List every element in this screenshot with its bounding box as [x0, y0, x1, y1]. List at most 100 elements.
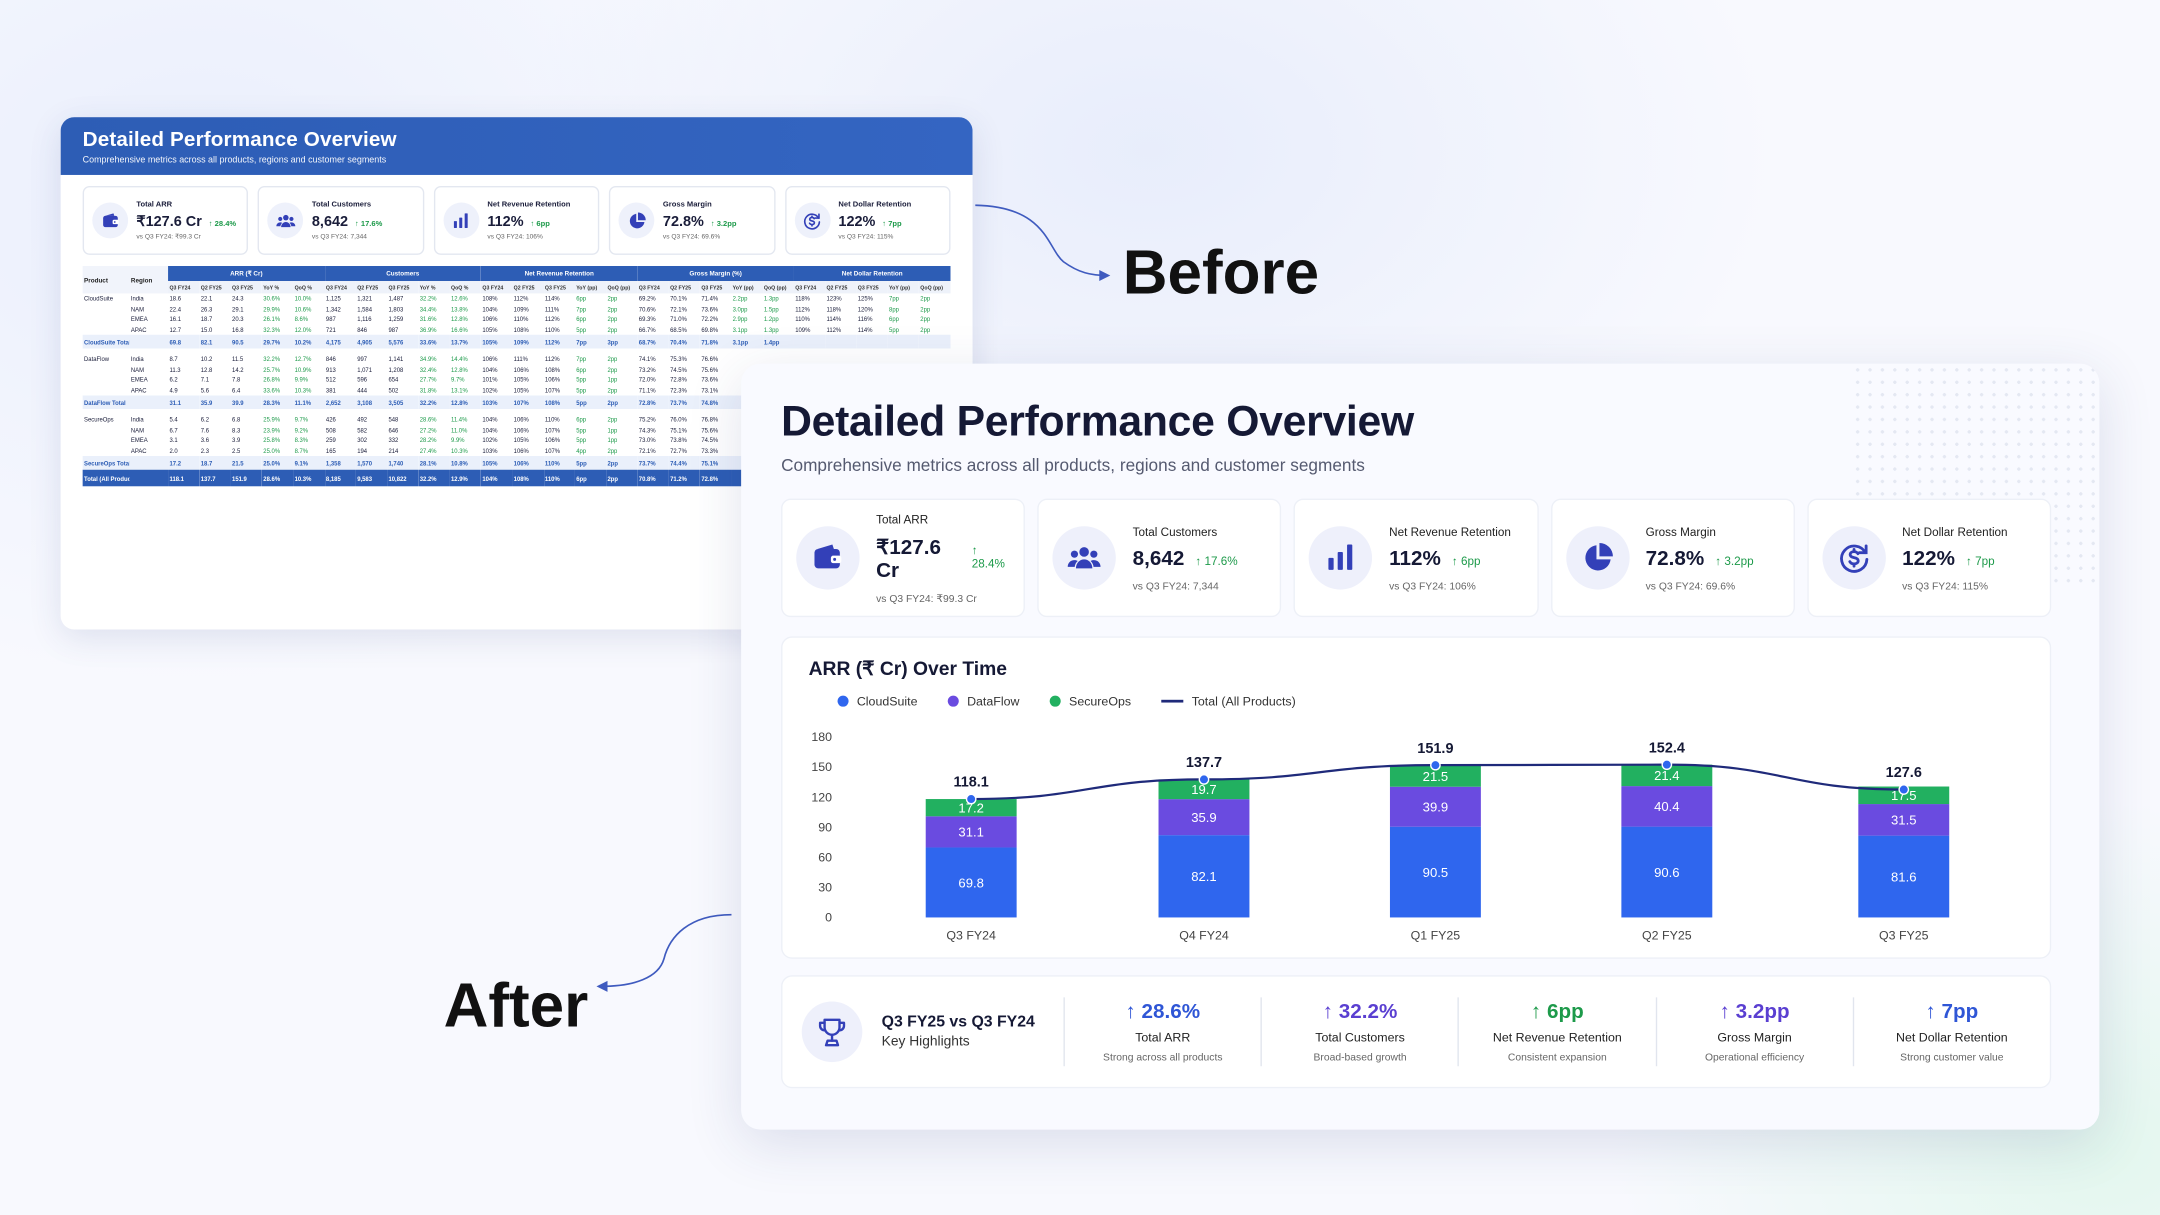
table-cell: 68.5%: [670, 326, 687, 334]
kpi-value: 112%: [487, 212, 524, 230]
cell-product: [83, 385, 130, 395]
table-cell: 16.1: [169, 315, 182, 323]
table-cell: 33.6%: [418, 334, 450, 349]
table-cell: 108%: [482, 295, 498, 303]
table-cell: 9.9%: [294, 376, 309, 384]
table-cell: 72.8%: [699, 469, 732, 487]
table-cell: 105%: [513, 437, 529, 444]
bar-value-label: 69.8: [958, 875, 983, 890]
chart-title: ARR (₹ Cr) Over Time: [808, 657, 1008, 680]
bar-segment: [1858, 786, 1950, 805]
table-cell: 75.6%: [701, 426, 719, 434]
bar-segment: [1621, 764, 1713, 787]
table-row: EMEA 3.1 3.6 3.9 25.8% 8.3% 259 302 332 28.2% 9.9%…: [83, 435, 951, 445]
legend-item: Total (All Products): [1161, 694, 1296, 708]
table-cell: 2.0: [169, 447, 178, 455]
table-cell: 5.6: [200, 386, 210, 394]
th-sub: Q3 FY24: [793, 281, 826, 294]
cell-region: [129, 395, 169, 410]
table-cell: 106%: [512, 455, 544, 470]
table-row: APAC 4.9 5.6 6.4 33.6% 10.3% 381 444 502 31.8% 13.…: [83, 385, 951, 395]
table-cell: 3.1: [169, 437, 178, 444]
th-region: Region: [129, 265, 169, 294]
table-cell: 1pp: [607, 437, 618, 444]
table-cell: [918, 334, 951, 349]
highlight-name: Total Customers: [1315, 1030, 1405, 1045]
table-cell: 82.1: [199, 334, 231, 349]
table-cell: 114%: [857, 326, 873, 334]
th-sub: QoQ (pp): [762, 281, 794, 294]
highlight-value: ↑ 32.2%: [1322, 1000, 1398, 1024]
cell-product: [83, 435, 130, 445]
table-cell: 104%: [482, 305, 498, 313]
table-cell: 3.9: [232, 437, 241, 444]
kpi-compare: vs Q3 FY24: 106%: [1389, 579, 1476, 592]
table-cell: 107%: [544, 386, 561, 394]
table-cell: 11.4%: [451, 416, 468, 424]
table-cell: 108%: [544, 366, 561, 373]
x-tick-label: Q3 FY25: [1879, 928, 1929, 942]
table-cell: 3.1pp: [732, 326, 748, 334]
table-cell: 987: [388, 326, 399, 334]
table-cell: 109%: [513, 305, 529, 313]
table-cell: 381: [325, 386, 336, 394]
table-cell: 12.9%: [449, 469, 482, 487]
table-cell: 2pp: [607, 416, 618, 424]
table-cell: 12.6%: [451, 295, 468, 303]
table-cell: 18.6: [169, 295, 182, 303]
table-cell: 70.1%: [670, 295, 687, 303]
bar-segment: [1158, 835, 1250, 918]
users-icon: [1052, 526, 1117, 590]
table-cell: 3.0pp: [732, 305, 748, 313]
table-cell: 110%: [543, 455, 575, 470]
total-point: [1898, 784, 1910, 795]
table-cell: 1,125: [325, 295, 341, 303]
highlight-item: ↑ 7pp Net Dollar Retention Strong custom…: [1852, 997, 2050, 1067]
table-cell: 259: [325, 437, 336, 444]
table-cell: 2pp: [606, 395, 638, 410]
kpi-change: ↑ 28.4%: [971, 542, 1005, 570]
table-cell: 2.2pp: [732, 295, 748, 303]
table-cell: 1pp: [607, 426, 618, 434]
bar-value-label: 90.6: [1654, 865, 1679, 880]
table-cell: 5pp: [574, 455, 607, 470]
cell-region: India: [130, 355, 144, 363]
table-cell: 1,141: [388, 355, 404, 363]
table-row: NAM 22.4 26.3 29.1 29.9% 10.6% 1,342 1,584 1,803…: [83, 304, 951, 314]
table-cell: 107%: [544, 447, 561, 455]
highlight-desc: Broad-based growth: [1313, 1051, 1407, 1064]
table-cell: 987: [325, 315, 336, 323]
table-cell: 28.6%: [261, 469, 294, 487]
table-cell: 23.9%: [263, 426, 281, 434]
before-metrics-table: Product Region ARR (₹ Cr) Customers Net Reve…: [82, 265, 951, 487]
cell-product: Total (All Products): [82, 469, 130, 487]
th-sub: QoQ (pp): [918, 281, 951, 294]
table-cell: 25.8%: [263, 437, 281, 444]
table-cell: 106%: [513, 366, 529, 373]
cell-product: SecureOps Total: [82, 455, 130, 470]
table-cell: 102%: [482, 437, 498, 444]
table-cell: 24.3: [232, 295, 244, 303]
table-cell: 36.9%: [419, 326, 437, 334]
table-cell: 71.4%: [701, 295, 719, 303]
table-cell: 2.3: [200, 447, 210, 455]
table-cell: 1,116: [357, 315, 372, 323]
kpi-change: ↑ 28.4%: [208, 219, 237, 228]
th-sub: QoQ %: [293, 281, 325, 294]
table-cell: 27.7%: [419, 376, 437, 384]
table-cell: 2pp: [920, 295, 931, 303]
kpi-value: ₹127.6 Cr: [136, 212, 202, 230]
kpi-compare: vs Q3 FY24: 115%: [838, 233, 894, 241]
highlight-desc: Operational efficiency: [1704, 1051, 1805, 1064]
table-cell: 6pp: [576, 366, 587, 373]
table-cell: 12.0%: [294, 326, 312, 334]
table-cell: 39.9: [230, 395, 262, 410]
table-cell: 74.1%: [638, 355, 656, 363]
th-sub: Q2 FY25: [199, 281, 231, 294]
table-cell: 25.9%: [263, 416, 281, 424]
table-cell: 1.3pp: [763, 326, 779, 334]
table-cell: 5pp: [576, 386, 587, 394]
table-cell: 151.9: [230, 469, 262, 487]
table-cell: 70.6%: [638, 305, 656, 313]
table-cell: 110%: [544, 416, 560, 424]
